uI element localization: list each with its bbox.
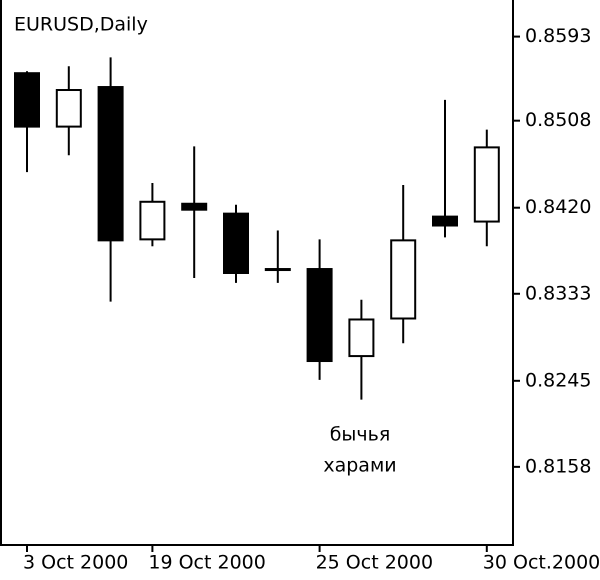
candle-body xyxy=(432,215,458,227)
candle-body xyxy=(55,89,82,128)
candle-body xyxy=(390,239,417,320)
candle-body xyxy=(223,212,249,274)
candle-body xyxy=(181,202,208,211)
y-tick-label: 0.8245 xyxy=(525,369,591,391)
y-tick-label: 0.8508 xyxy=(525,109,591,131)
candle-body xyxy=(473,146,500,223)
candle-body xyxy=(264,268,291,272)
candle-body xyxy=(14,72,40,128)
y-tick-label: 0.8333 xyxy=(525,282,591,304)
candle-body xyxy=(306,268,333,363)
annotation: бычья xyxy=(330,424,391,446)
x-tick-label: 30 Oct.2000 xyxy=(483,552,600,574)
candle-body xyxy=(139,200,166,241)
candle-body xyxy=(348,318,375,358)
y-tick-label: 0.8593 xyxy=(525,25,591,47)
x-tick-label: 19 Oct 2000 xyxy=(148,552,265,574)
x-tick-label: 3 Oct 2000 xyxy=(23,552,128,574)
chart-title: EURUSD,Daily xyxy=(14,14,148,36)
candle-body xyxy=(97,86,124,242)
x-tick-label: 25 Oct 2000 xyxy=(316,552,433,574)
y-tick-label: 0.8158 xyxy=(525,455,591,477)
annotation: харами xyxy=(323,455,396,477)
y-tick-label: 0.8420 xyxy=(525,196,591,218)
